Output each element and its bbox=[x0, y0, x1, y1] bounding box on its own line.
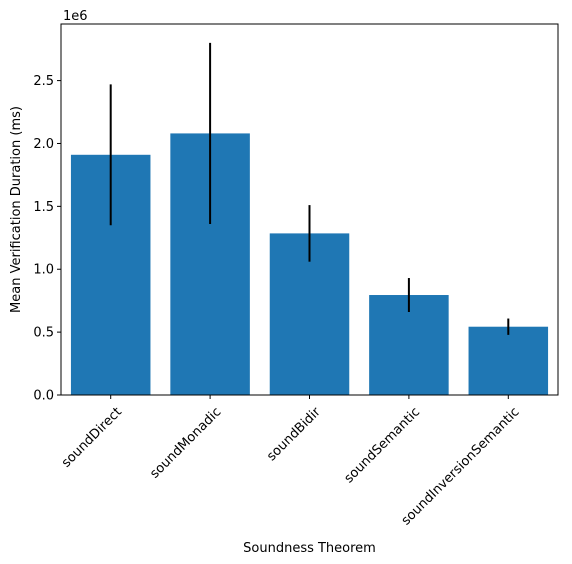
y-axis-label: Mean Verification Duration (ms) bbox=[9, 106, 24, 313]
y-tick-label: 0.5 bbox=[33, 326, 54, 341]
y-tick-label: 0.0 bbox=[33, 389, 54, 404]
y-scale-offset-label: 1e6 bbox=[63, 9, 88, 24]
y-tick-label: 2.0 bbox=[33, 137, 54, 152]
x-axis-label: Soundness Theorem bbox=[243, 541, 376, 556]
error-bars-group bbox=[109, 42, 510, 335]
y-tick-label: 2.5 bbox=[33, 74, 54, 89]
bar-soundInversionSemantic bbox=[468, 326, 549, 395]
y-tick-label: 1.0 bbox=[33, 263, 54, 278]
y-axis-ticks: 0.0 0.5 1.0 1.5 2.0 2.5 bbox=[33, 74, 61, 404]
y-tick-label: 1.5 bbox=[33, 200, 54, 215]
